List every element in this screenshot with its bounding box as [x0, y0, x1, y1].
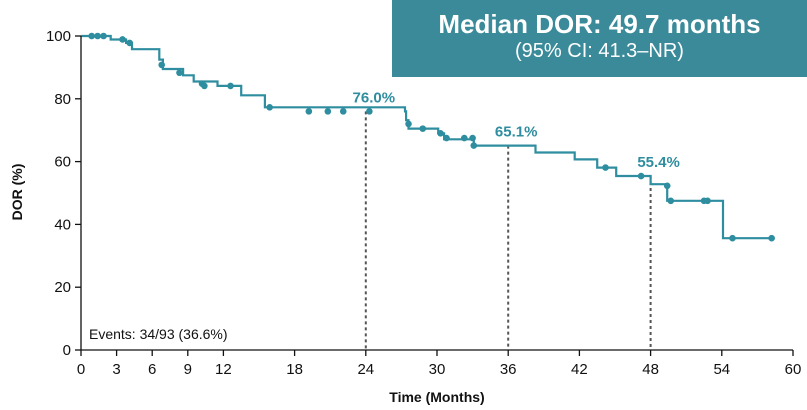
y-tick-label: 60: [54, 154, 71, 171]
censor-mark: [437, 130, 444, 137]
censor-mark: [158, 61, 165, 69]
censor-mark: [768, 234, 775, 242]
x-tick-label: 42: [571, 361, 588, 378]
x-tick-label: 0: [77, 361, 85, 378]
percent-annotations: 76.0% 65.1% 55.4%: [353, 89, 680, 171]
censor-mark: [339, 108, 347, 115]
x-tick-label: 3: [112, 361, 120, 378]
x-tick-label: 54: [713, 361, 730, 378]
x-axis-title: Time (Months): [389, 389, 484, 405]
censor-mark: [266, 103, 273, 111]
x-tick-label: 9: [184, 361, 192, 378]
y-axis-ticks: 0 20 40 60 80 100: [46, 28, 81, 359]
censor-mark: [405, 120, 412, 128]
censor-mark: [704, 197, 711, 205]
censor-mark: [667, 197, 675, 205]
x-tick-label: 24: [357, 361, 374, 378]
censor-mark: [88, 32, 95, 40]
median-dor-title: Median DOR: 49.7 months: [438, 9, 761, 39]
censor-mark: [663, 182, 671, 190]
censor-mark: [176, 69, 183, 77]
y-tick-label: 20: [54, 279, 71, 296]
censor-mark: [419, 125, 427, 132]
censor-mark: [324, 108, 332, 115]
censor-mark: [443, 134, 450, 142]
y-tick-label: 80: [54, 91, 71, 108]
median-dor-ci: (95% CI: 41.3–NR): [515, 40, 684, 62]
x-axis-ticks: 0 3 6 9 12 18 24 30 36 42 48 54 60: [77, 350, 802, 378]
censor-mark: [227, 82, 234, 90]
censor-mark: [126, 39, 133, 47]
censor-mark: [305, 108, 313, 115]
x-tick-label: 60: [785, 361, 802, 378]
y-tick-label: 40: [54, 216, 71, 233]
percent-label: 55.4%: [637, 154, 680, 171]
median-dor-box: Median DOR: 49.7 months (95% CI: 41.3–NR…: [392, 0, 807, 77]
reference-lines: [364, 111, 652, 350]
x-tick-label: 36: [500, 361, 517, 378]
censor-mark: [460, 134, 468, 142]
censor-mark: [470, 142, 478, 149]
censor-mark: [119, 36, 126, 43]
km-step-curve: [81, 34, 772, 240]
censor-mark: [469, 134, 476, 142]
censor-mark: [729, 234, 736, 242]
censor-mark: [94, 32, 101, 40]
x-tick-label: 18: [286, 361, 303, 378]
censor-mark: [602, 164, 609, 171]
censor-mark: [637, 172, 645, 180]
y-tick-label: 0: [63, 342, 71, 359]
events-label: Events: 34/93 (36.6%): [89, 326, 228, 342]
y-axis-title: DOR (%): [9, 164, 25, 221]
censor-marks: [88, 32, 775, 242]
percent-label: 76.0%: [353, 89, 396, 106]
x-tick-label: 48: [642, 361, 659, 378]
censor-mark: [366, 108, 373, 115]
y-tick-label: 100: [46, 28, 71, 45]
censor-mark: [100, 32, 107, 40]
x-tick-label: 6: [148, 361, 156, 378]
percent-label: 65.1%: [495, 124, 538, 141]
censor-mark: [201, 82, 208, 90]
x-tick-label: 12: [215, 361, 232, 378]
x-tick-label: 30: [429, 361, 446, 378]
